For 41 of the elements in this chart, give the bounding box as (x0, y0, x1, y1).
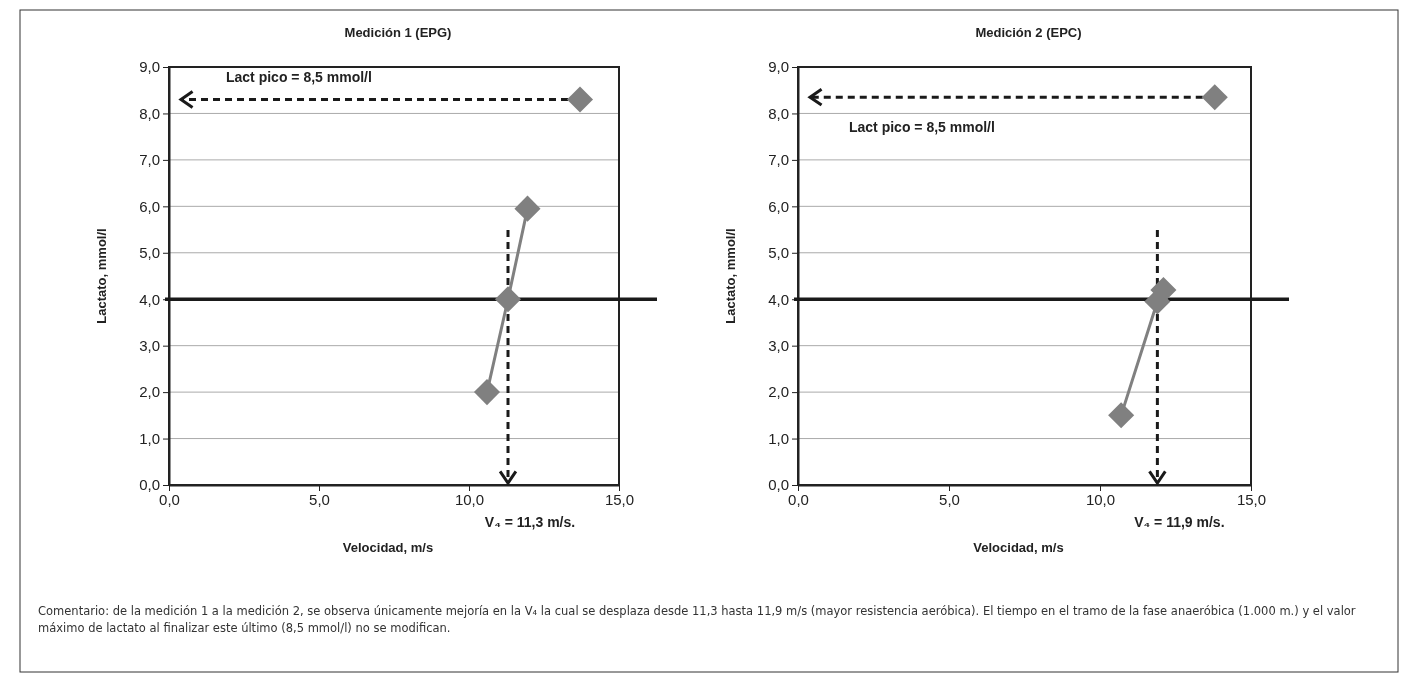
y-axis-title: Lactato, mmol/l (723, 228, 738, 324)
point (1201, 84, 1228, 111)
x-tick-label: 0,0 (788, 490, 809, 508)
y-tick-label: 0,0 (768, 476, 789, 494)
y-tick-label: 3,0 (768, 336, 789, 354)
y-tick-label: 7,0 (139, 151, 160, 169)
y-tick-label: 1,0 (768, 429, 789, 447)
y-tick-label: 2,0 (139, 383, 160, 401)
chart-title: Medición 1 (EPG) (344, 25, 452, 40)
y-tick-label: 4,0 (768, 290, 789, 308)
x-axis-title: Velocidad, m/s (973, 540, 1064, 555)
y-tick-label: 9,0 (768, 58, 789, 76)
y-tick-label: 9,0 (139, 58, 160, 76)
x-tick-label: 15,0 (604, 490, 635, 508)
y-tick-label: 5,0 (139, 244, 160, 262)
x-tick-label: 10,0 (454, 490, 485, 508)
x-tick-label: 0,0 (159, 490, 180, 508)
x-tick-label: 5,0 (939, 490, 960, 508)
y-tick-label: 0,0 (139, 476, 160, 494)
text: V₄ = 11,9 m/s. (1134, 514, 1225, 530)
y-tick-label: 4,0 (139, 290, 160, 308)
y-tick-label: 7,0 (768, 151, 789, 169)
y-tick-label: 1,0 (139, 429, 160, 447)
annotation: Lact pico = 8,5 mmol/l (226, 68, 372, 85)
x-tick-label: 15,0 (1236, 490, 1267, 508)
y-axis-title: Lactato, mmol/l (94, 228, 109, 324)
y-tick-label: 2,0 (768, 383, 789, 401)
y-tick-label: 6,0 (768, 197, 789, 215)
x-tick-label: 5,0 (309, 490, 330, 508)
y-tick-label: 8,0 (768, 104, 789, 122)
y-tick-label: 8,0 (139, 104, 160, 122)
x-axis-title: Velocidad, m/s (342, 540, 434, 555)
y-tick-label: 5,0 (768, 244, 789, 262)
text: V₄ = 11,3 m/s. (484, 514, 576, 530)
text: Comentario: de la medición 1 a la medición 2, se observa únicamente mejoría en la V₄ la cual se desplaza desde 11,3 hasta 11,9 m/s (mayor resistencia aeróbica). El tiempo en el tramo de la fase anaeróbica (1.000 m.) y el valor máximo de lactato al finalizar este último (8,5 mmol/l) no se modifican. (38, 603, 1357, 637)
y-tick-label: 6,0 (139, 197, 160, 215)
chart-title: Medición 2 (EPC) (975, 25, 1082, 40)
point (566, 86, 594, 113)
x-tick-label: 10,0 (1085, 490, 1116, 508)
y-tick-label: 3,0 (139, 336, 160, 354)
annotation: Lact pico = 8,5 mmol/l (849, 119, 995, 136)
